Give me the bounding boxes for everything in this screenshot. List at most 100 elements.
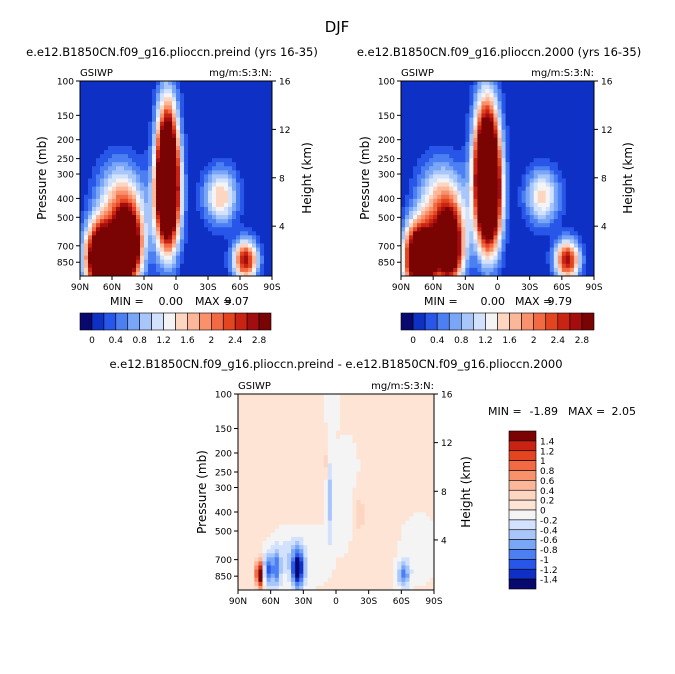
contour-cell bbox=[441, 198, 446, 204]
contour-cell bbox=[140, 202, 145, 208]
contour-cell bbox=[148, 243, 153, 249]
contour-cell bbox=[481, 223, 487, 228]
contour-cell bbox=[529, 267, 535, 273]
contour-cell bbox=[124, 125, 129, 131]
contour-cell bbox=[248, 129, 253, 135]
contour-cell bbox=[469, 255, 474, 261]
contour-cell bbox=[529, 129, 535, 135]
contour-cell bbox=[260, 235, 265, 241]
height-tick-label: 12 bbox=[279, 126, 290, 136]
contour-cell bbox=[513, 251, 519, 257]
contour-cell bbox=[116, 182, 121, 188]
contour-cell bbox=[517, 223, 523, 228]
colorbar-label: 0.8 bbox=[133, 336, 148, 346]
contour-cell bbox=[244, 113, 249, 119]
contour-cell bbox=[493, 251, 499, 257]
contour-cell bbox=[409, 158, 414, 163]
contour-cell bbox=[533, 170, 539, 176]
contour-cell bbox=[401, 97, 406, 102]
contour-cell bbox=[417, 146, 422, 151]
contour-cell bbox=[216, 133, 221, 139]
contour-cell bbox=[236, 101, 241, 106]
contour-cell bbox=[585, 105, 591, 111]
contour-cell bbox=[441, 125, 446, 131]
contour-cell bbox=[481, 158, 487, 163]
contour-cell bbox=[561, 255, 567, 261]
contour-cell bbox=[401, 154, 406, 159]
contour-cell bbox=[88, 194, 93, 200]
contour-cell bbox=[208, 162, 213, 167]
contour-cell bbox=[148, 255, 153, 261]
contour-cell bbox=[204, 251, 209, 257]
contour-cell bbox=[485, 174, 491, 180]
contour-cell bbox=[88, 150, 93, 155]
contour-cell bbox=[252, 154, 257, 159]
contour-cell bbox=[433, 166, 438, 171]
contour-cell bbox=[124, 247, 129, 253]
contour-cell bbox=[525, 178, 531, 184]
contour-cell bbox=[413, 105, 418, 111]
contour-cell bbox=[140, 223, 145, 228]
contour-cell bbox=[581, 170, 587, 176]
contour-cell bbox=[132, 121, 137, 127]
contour-cell bbox=[457, 150, 462, 155]
contour-cell bbox=[481, 129, 487, 135]
contour-cell bbox=[172, 271, 177, 276]
contour-cell bbox=[104, 93, 109, 98]
height-tick-label: 8 bbox=[601, 174, 607, 184]
contour-cell bbox=[537, 186, 543, 192]
contour-cell bbox=[569, 129, 575, 135]
contour-cell bbox=[200, 113, 205, 119]
contour-cell bbox=[260, 166, 265, 171]
contour-cell bbox=[537, 182, 543, 188]
contour-cell bbox=[256, 182, 261, 188]
contour-cell bbox=[429, 150, 434, 155]
contour-cell bbox=[240, 271, 245, 276]
contour-cell bbox=[433, 219, 438, 224]
contour-cell bbox=[164, 89, 169, 94]
contour-cell bbox=[401, 231, 406, 236]
contour-cell bbox=[232, 89, 237, 94]
contour-cell bbox=[108, 231, 113, 236]
contour-cell bbox=[232, 202, 237, 208]
contour-cell bbox=[140, 239, 145, 245]
contour-cell bbox=[465, 97, 470, 102]
contour-cell bbox=[120, 219, 125, 224]
contour-cell bbox=[260, 215, 265, 220]
height-tick-label: 4 bbox=[279, 223, 285, 233]
contour-cell bbox=[200, 198, 205, 204]
contour-cell bbox=[176, 231, 181, 236]
contour-cell bbox=[252, 170, 257, 176]
contour-cell bbox=[112, 81, 117, 86]
contour-cell bbox=[236, 166, 241, 171]
contour-cell bbox=[517, 247, 523, 253]
colorbar-swatch bbox=[151, 312, 164, 331]
contour-cell bbox=[417, 194, 422, 200]
contour-cell bbox=[228, 109, 233, 115]
contour-cell bbox=[565, 227, 571, 232]
contour-cell bbox=[144, 194, 149, 200]
contour-cell bbox=[144, 198, 149, 204]
contour-cell bbox=[104, 133, 109, 139]
contour-cell bbox=[449, 251, 454, 257]
contour-cell bbox=[525, 121, 531, 127]
contour-cell bbox=[184, 182, 189, 188]
contour-cell bbox=[537, 178, 543, 184]
contour-cell bbox=[473, 206, 478, 212]
contour-cell bbox=[208, 247, 213, 253]
contour-cell bbox=[140, 105, 145, 111]
contour-cell bbox=[405, 235, 410, 241]
contour-cell bbox=[525, 93, 531, 98]
contour-cell bbox=[220, 129, 225, 135]
contour-cell bbox=[96, 121, 101, 127]
contour-cell bbox=[188, 227, 193, 232]
contour-cell bbox=[224, 170, 229, 176]
contour-cell bbox=[521, 231, 527, 236]
contour-cell bbox=[561, 109, 567, 115]
contour-cell bbox=[409, 129, 414, 135]
contour-cell bbox=[581, 251, 587, 257]
contour-cell bbox=[473, 255, 478, 261]
contour-cell bbox=[88, 85, 93, 90]
contour-cell bbox=[441, 146, 446, 151]
contour-cell bbox=[485, 211, 491, 216]
